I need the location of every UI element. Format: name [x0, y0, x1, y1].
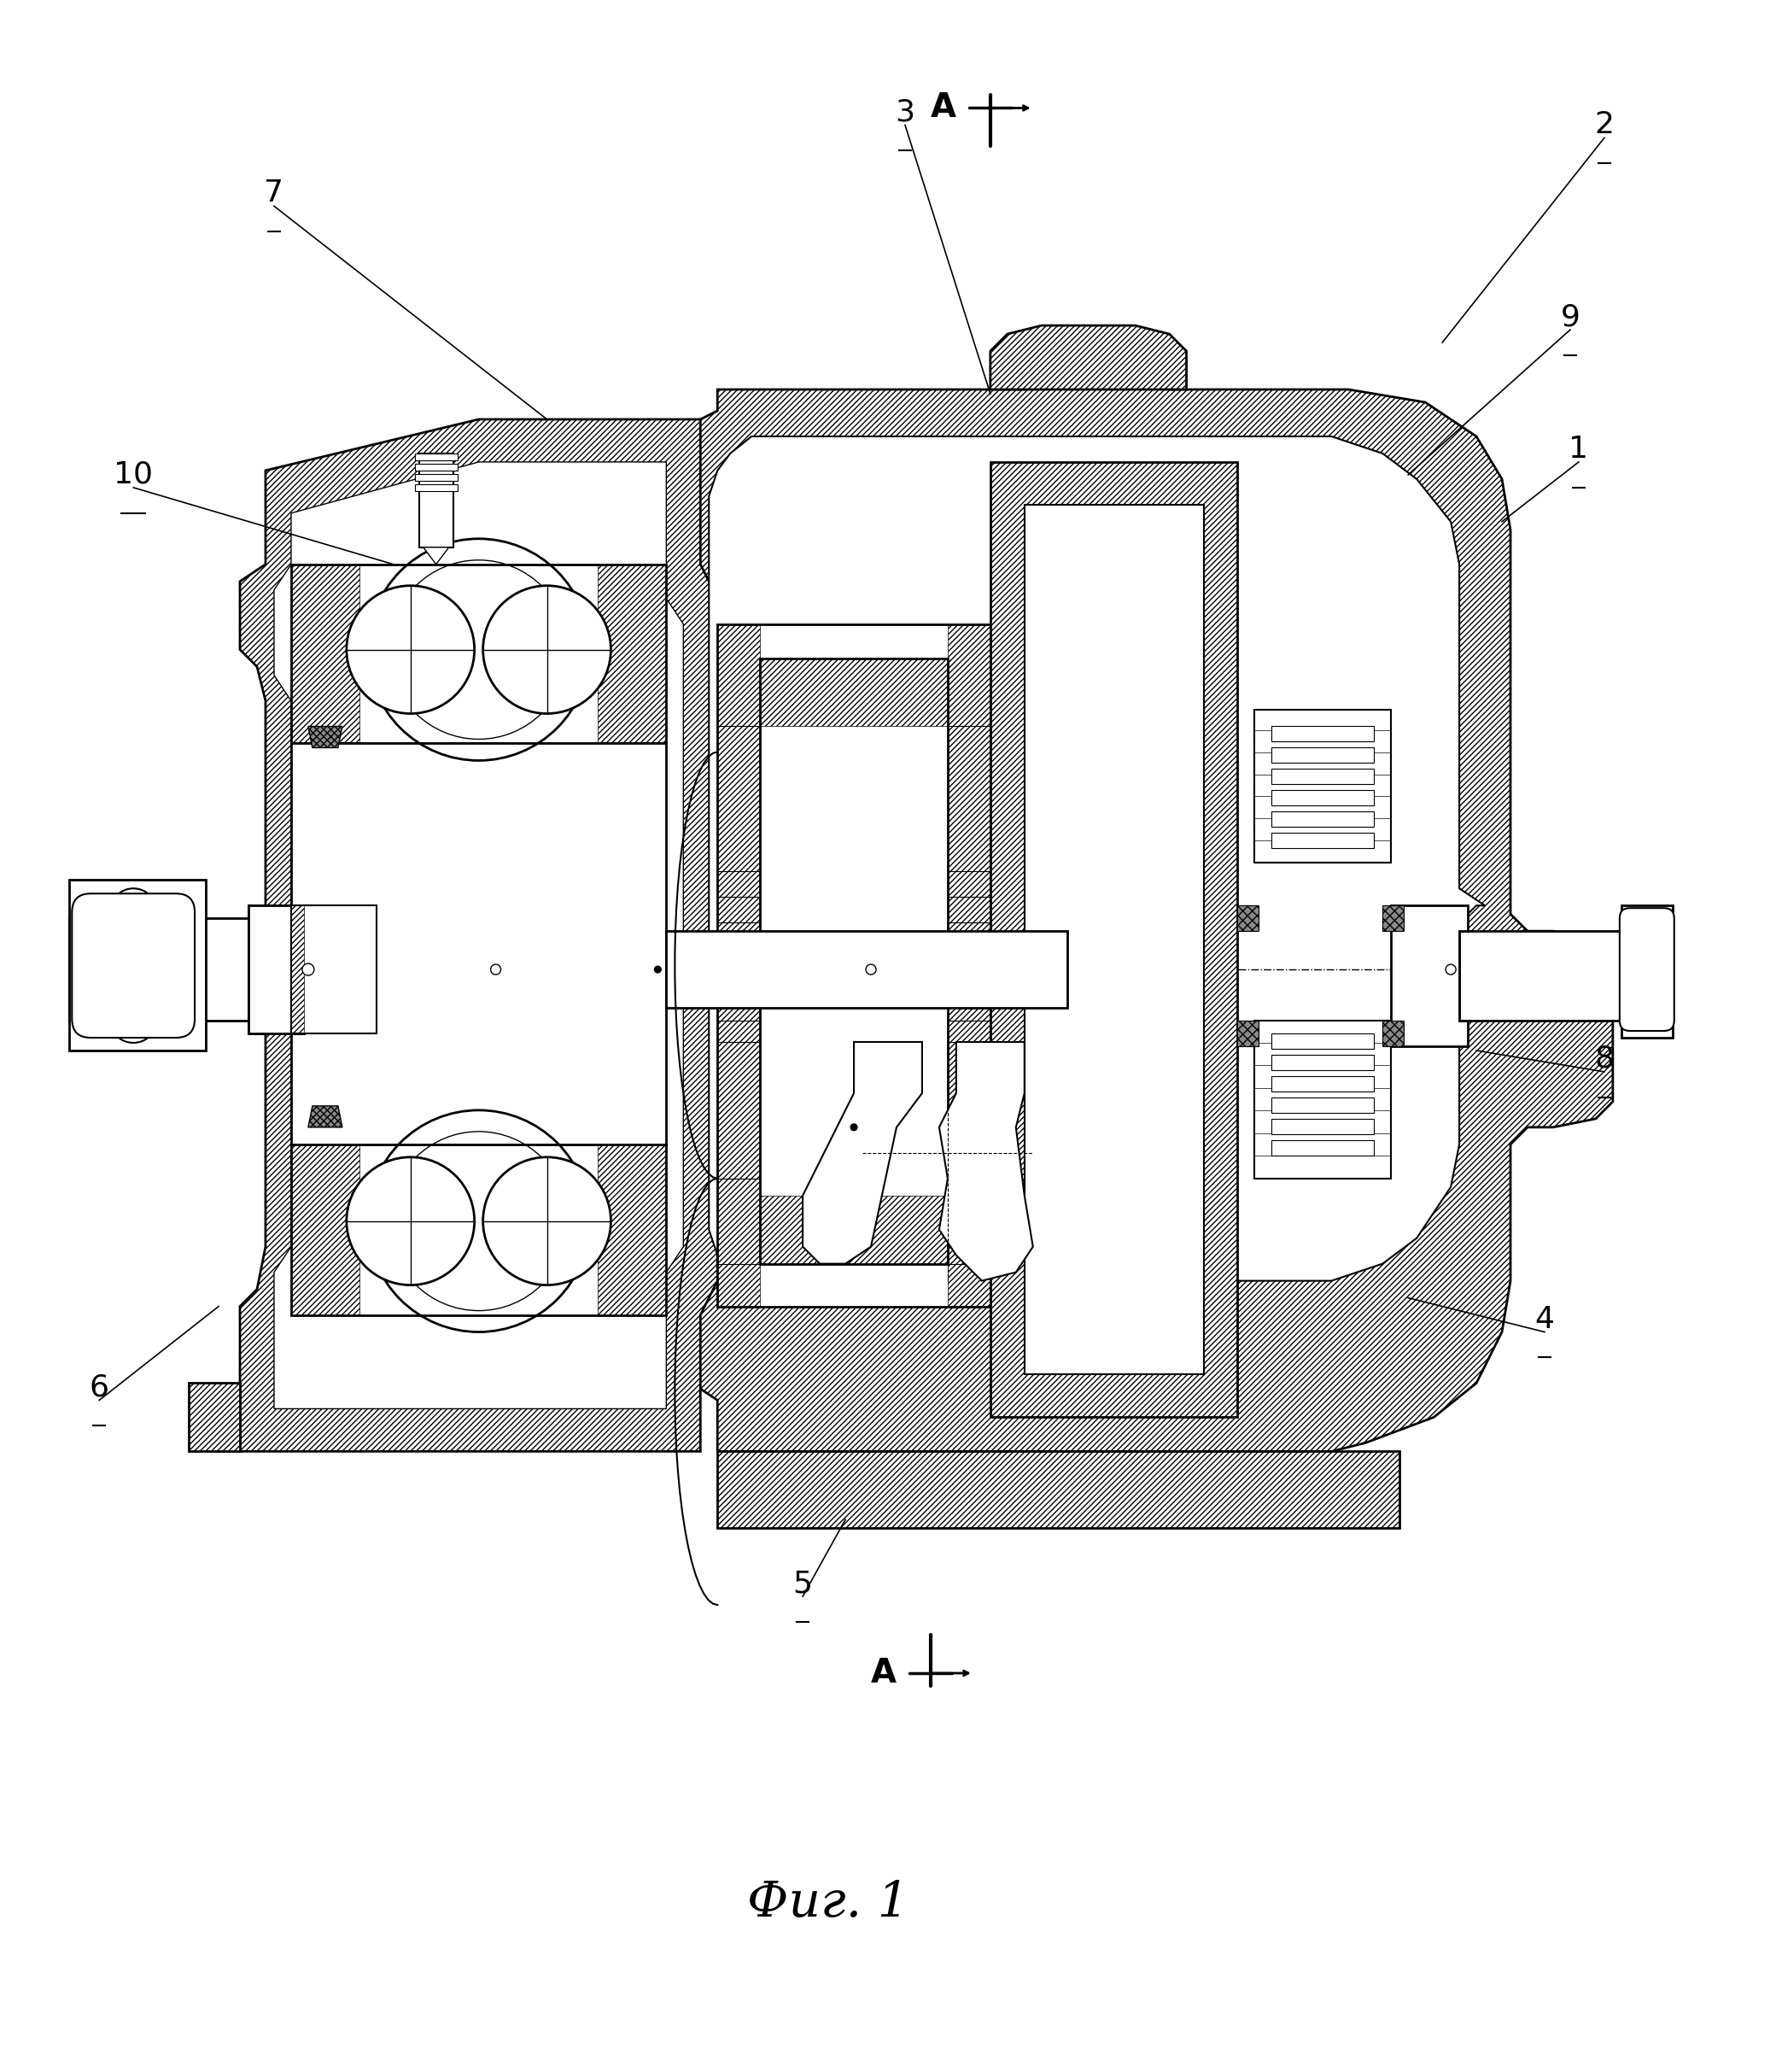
Bar [1272, 1075, 1375, 1092]
Text: 3: 3 [895, 97, 915, 126]
Bar [1272, 1055, 1375, 1069]
Bar [419, 454, 453, 547]
Text: 1: 1 [1568, 435, 1588, 464]
Bar [1272, 789, 1375, 806]
Bar [760, 974, 948, 1264]
Bar [416, 485, 458, 491]
Circle shape [867, 963, 876, 974]
Circle shape [110, 889, 158, 937]
FancyBboxPatch shape [73, 893, 195, 1038]
Bar [1272, 1098, 1375, 1113]
Bar [416, 474, 458, 481]
Circle shape [490, 963, 501, 974]
Polygon shape [249, 905, 304, 1034]
Bar [1272, 727, 1375, 742]
Bar [1272, 833, 1375, 847]
Circle shape [302, 963, 314, 976]
Text: 6: 6 [89, 1374, 108, 1403]
Circle shape [1446, 963, 1456, 974]
Text: 7: 7 [265, 178, 284, 207]
Bar [1254, 709, 1391, 862]
Bar [416, 464, 458, 470]
Bar [291, 564, 666, 744]
Bar [1382, 905, 1403, 930]
Bar [82, 910, 185, 1021]
Bar [291, 1144, 666, 1316]
Text: Фиг. 1: Фиг. 1 [748, 1879, 909, 1927]
Polygon shape [309, 727, 343, 748]
Polygon shape [803, 1042, 922, 1264]
Bar [1621, 905, 1673, 1038]
Bar [1272, 769, 1375, 785]
Circle shape [110, 995, 158, 1042]
Polygon shape [423, 547, 449, 564]
Polygon shape [1391, 905, 1467, 1046]
Polygon shape [240, 419, 718, 1450]
Bar [1254, 1021, 1391, 1179]
Bar [760, 659, 948, 974]
Polygon shape [188, 1384, 240, 1450]
Bar [416, 454, 458, 460]
Polygon shape [940, 1042, 1034, 1280]
Bar [1272, 812, 1375, 827]
Text: 4: 4 [1534, 1305, 1554, 1334]
Bar [718, 1450, 1399, 1529]
Polygon shape [709, 437, 1485, 1280]
Bar [991, 462, 1238, 1417]
Bar [1238, 905, 1259, 930]
Bar [666, 930, 1067, 1007]
Bar [1025, 506, 1204, 1374]
Text: 9: 9 [1561, 303, 1581, 332]
Circle shape [483, 586, 611, 713]
Circle shape [346, 1156, 474, 1285]
Bar [1272, 1119, 1375, 1133]
Circle shape [654, 966, 661, 974]
Text: A: A [931, 91, 955, 124]
Circle shape [851, 1123, 858, 1131]
Bar [291, 905, 377, 1034]
Polygon shape [309, 1106, 343, 1127]
Bar [249, 905, 304, 1034]
Bar [69, 918, 291, 1021]
Bar [69, 881, 206, 1051]
Polygon shape [274, 462, 684, 1409]
Bar [291, 744, 666, 1144]
Bar [1238, 1021, 1259, 1046]
Bar [1272, 748, 1375, 762]
Text: 8: 8 [1595, 1044, 1614, 1073]
Bar [1460, 930, 1673, 1021]
Circle shape [483, 1156, 611, 1285]
Bar [1272, 1034, 1375, 1048]
Text: 10: 10 [114, 460, 153, 489]
Polygon shape [666, 381, 1613, 1450]
FancyBboxPatch shape [1620, 908, 1675, 1032]
Text: 5: 5 [792, 1569, 813, 1598]
Bar [1382, 1021, 1403, 1046]
Bar [718, 624, 991, 1305]
Text: A: A [870, 1658, 897, 1689]
Circle shape [346, 586, 474, 713]
Polygon shape [991, 325, 1186, 390]
Text: 2: 2 [1595, 110, 1614, 139]
Bar [1272, 1140, 1375, 1156]
